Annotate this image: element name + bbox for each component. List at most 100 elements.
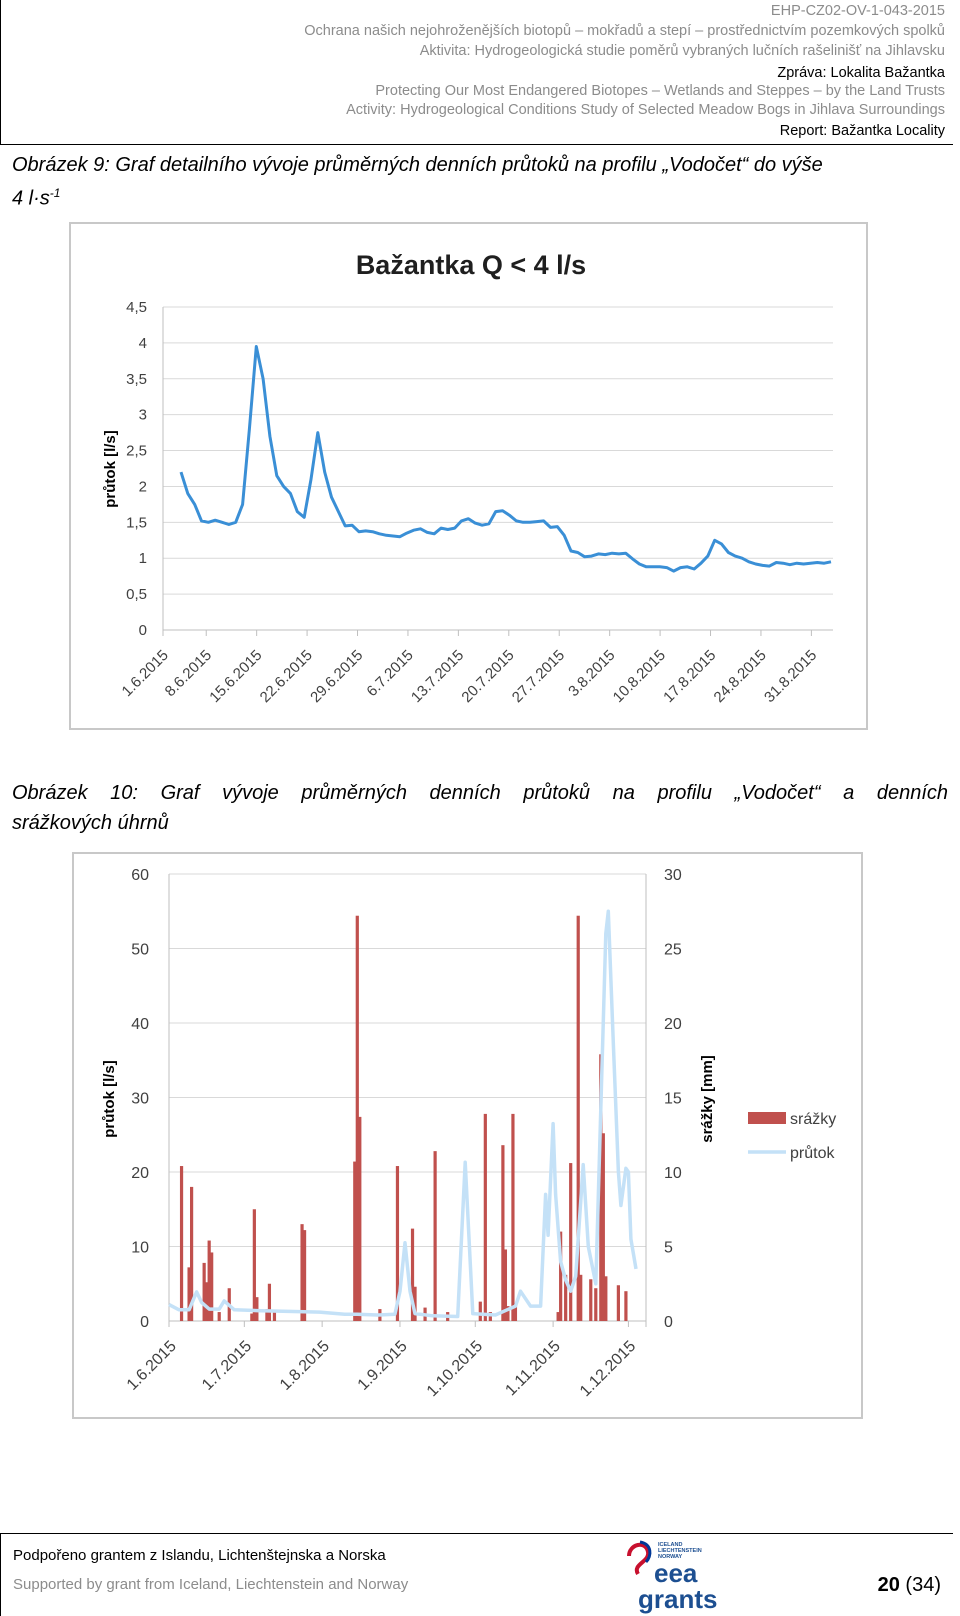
chart-2-right-tick-label: 20: [664, 1016, 682, 1033]
chart-2-precipitation-bar: [189, 1186, 194, 1321]
chart-2-x-tick-label: 1.7.2015: [199, 1338, 255, 1394]
chart-2-right-tick-label: 30: [664, 867, 682, 884]
chart-1-series-line: [179, 345, 832, 573]
chart-2-precipitation-bar: [433, 1151, 437, 1321]
chart-2-precipitation-bar: [202, 1262, 206, 1321]
project-code: EHP-CZ02-OV-1-043-2015: [770, 3, 945, 19]
chart-1-x-tick-label: 24.8.2015: [711, 647, 770, 706]
figure-9-caption-main: Obrázek 9: Graf detailního vývoje průměr…: [12, 154, 823, 176]
chart-2-left-axis-label: průtok [l/s]: [101, 1060, 118, 1138]
page-total: (34): [905, 1574, 941, 1596]
chart-2-precipitation-bar: [599, 1054, 603, 1321]
footer-support-cz: Podpořeno grantem z Islandu, Lichtenštej…: [13, 1547, 386, 1564]
chart-1-x-tick-label: 20.7.2015: [458, 647, 517, 706]
header-activity-en: Activity: Hydrogeological Conditions Stu…: [346, 102, 945, 118]
figure-9-caption: Obrázek 9: Graf detailního vývoje průměr…: [12, 150, 948, 214]
chart-2-precipitation-bar: [604, 1276, 608, 1321]
chart-2-precipitation-bar: [616, 1285, 620, 1321]
chart-2-precipitation-bar: [579, 1274, 583, 1321]
chart-2-precipitation-bar: [300, 1224, 304, 1321]
chart-2-x-tick-label: 1.9.2015: [355, 1338, 411, 1394]
chart-2-precipitation-bar: [272, 1310, 277, 1321]
chart-2-x-tick-label: 1.12.2015: [577, 1338, 639, 1400]
chart-1-title: Bažantka Q < 4 l/s: [356, 250, 586, 280]
chart-2-right-tick-label: 5: [664, 1240, 673, 1257]
chart-2-left-tick-label: 40: [131, 1016, 149, 1033]
chart-2-precipitation-bar: [187, 1267, 191, 1321]
chart-2-precipitation-bar: [488, 1312, 492, 1321]
chart-2-left-tick-label: 20: [131, 1165, 149, 1182]
logo-mark-blue: [639, 1540, 652, 1564]
chart-1-frame: Bažantka Q < 4 l/s průtok [l/s] 0 0,5 1 1,5…: [69, 222, 868, 730]
chart-2-precipitation-bar: [207, 1240, 211, 1321]
chart-1-y-tick-label: 0: [139, 622, 147, 639]
chart-1-y-axis-label: průtok [l/s]: [102, 430, 119, 508]
chart-1-y-tick-label: 2,5: [126, 443, 147, 460]
logo-country-liechtenstein: LIECHTENSTEIN: [658, 1548, 702, 1554]
chart-1-x-tick-label: 13.7.2015: [408, 647, 467, 706]
page-current: 20: [877, 1574, 900, 1596]
chart-2-precipitation-bar: [353, 1161, 357, 1321]
chart-2-right-tick-label: 0: [664, 1314, 673, 1331]
chart-2-precipitation-bar: [559, 1231, 563, 1321]
header-title-en: Protecting Our Most Endangered Biotopes …: [375, 83, 945, 99]
chart-1-x-tick-label: 31.8.2015: [761, 647, 820, 706]
chart-2-precipitation-bar: [564, 1274, 568, 1321]
chart-2-right-axis-label: srážky [mm]: [699, 1055, 716, 1143]
chart-2-x-tick-label: 1.10.2015: [424, 1338, 486, 1400]
chart-2-precipitation-bar: [179, 1166, 184, 1321]
figure-10-caption: Obrázek 10: Graf vývoje průměrných denní…: [12, 778, 948, 838]
logo-mark-red: [627, 1542, 651, 1576]
chart-1-y-tick-label: 4: [139, 335, 147, 352]
chart-2-precipitation-bar: [252, 1209, 256, 1321]
page-header: EHP-CZ02-OV-1-043-2015 Ochrana našich ne…: [0, 0, 953, 145]
chart-2-x-tick-label: 1.6.2015: [124, 1338, 180, 1394]
chart-2-precipitation-bar: [413, 1286, 417, 1321]
figure-9-caption-sup: -1: [49, 186, 61, 200]
chart-1-x-tick-label: 29.6.2015: [307, 647, 366, 706]
chart-2-precipitation-bar: [217, 1312, 221, 1321]
chart-2-right-tick-label: 10: [664, 1165, 682, 1182]
chart-2-precipitation-bar: [589, 1279, 593, 1321]
chart-2-precipitation-bar: [511, 1113, 515, 1321]
chart-2-flow-line: [168, 909, 638, 1319]
chart-2-precipitation-bar: [513, 1303, 518, 1321]
chart-2-precipitation-bar: [205, 1282, 209, 1321]
chart-2-frame: průtok [l/s] srážky [mm] 0 10 20 30 40 50 60 0…: [72, 852, 863, 1419]
chart-2-precipitation-bar: [501, 1145, 505, 1321]
logo-country-iceland: ICELAND: [658, 1542, 682, 1548]
chart-2-precipitation-bar: [569, 1163, 573, 1321]
legend-label-precipitation: srážky: [790, 1111, 836, 1128]
chart-1-y-tick-label: 2: [139, 478, 147, 495]
chart-1-x-tick-label: 10.8.2015: [610, 647, 669, 706]
chart-1-y-tick-label: 3,5: [126, 371, 147, 388]
chart-2-precipitation-bar: [601, 1133, 605, 1321]
chart-2-precipitation-bar: [302, 1230, 307, 1321]
chart-2-precipitation-bar: [250, 1313, 254, 1321]
logo-word-grants: grants: [638, 1584, 717, 1614]
figure-10-caption-line1: Obrázek 10: Graf vývoje průměrných denní…: [12, 782, 948, 804]
chart-1-y-tick-label: 1,5: [126, 514, 147, 531]
chart-2-right-tick-label: 15: [664, 1091, 682, 1108]
header-activity-cz: Aktivita: Hydrogeologická studie poměrů …: [419, 43, 945, 59]
chart-2-legend: srážky průtok: [748, 1111, 836, 1162]
chart-1-x-tick-label: 1.6.2015: [119, 647, 172, 700]
chart-2-x-tick-label: 1.8.2015: [277, 1338, 333, 1394]
chart-1-y-tick-label: 0,5: [126, 586, 147, 603]
chart-2-left-tick-label: 0: [140, 1314, 149, 1331]
chart-1-x-tick-label: 15.6.2015: [206, 647, 265, 706]
chart-2-precipitation-bar: [594, 1288, 598, 1321]
chart-2-precipitation-bar: [483, 1113, 487, 1321]
chart-2-precipitation-bar: [267, 1283, 272, 1321]
header-report-cz: Zpráva: Lokalita Bažantka: [777, 65, 945, 81]
chart-1-y-tick-label: 3: [139, 407, 147, 424]
chart-1-x-tick-label: 22.6.2015: [257, 647, 316, 706]
legend-label-flow: průtok: [790, 1144, 835, 1162]
legend-swatch-precipitation: [748, 1112, 786, 1124]
footer-support-en: Supported by grant from Iceland, Liechte…: [13, 1576, 409, 1593]
logo-word-eea: eea: [654, 1558, 698, 1588]
header-report-en: Report: Bažantka Locality: [779, 123, 945, 139]
chart-2-precipitation-bar: [265, 1309, 269, 1321]
chart-1-y-tick-label: 1: [139, 550, 147, 567]
chart-2-precipitation-bar: [355, 915, 359, 1321]
